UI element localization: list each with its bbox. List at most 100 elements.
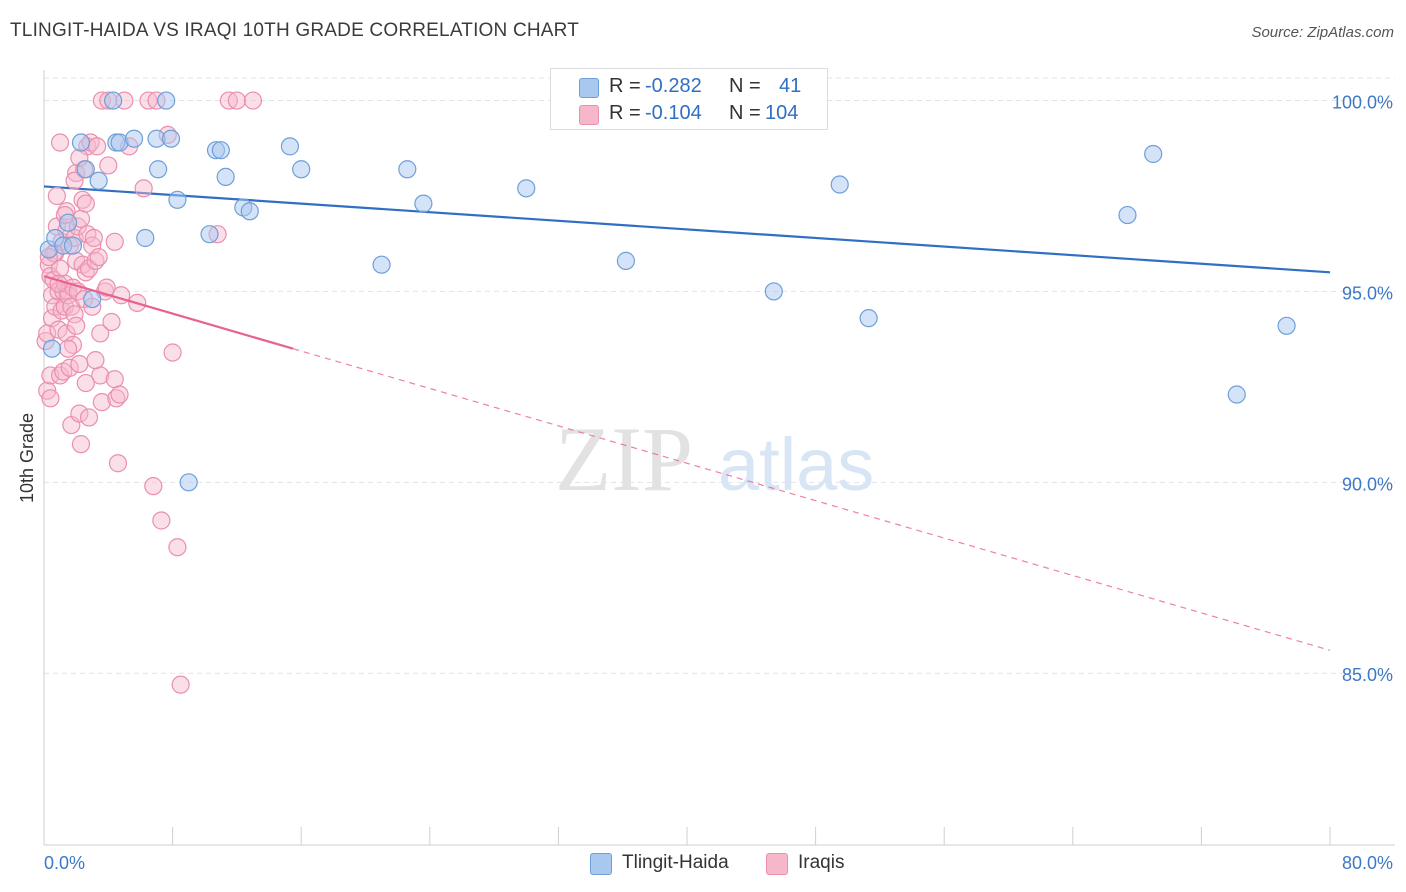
y-axis-title: 10th Grade (17, 413, 37, 503)
trend-line-iraqis (43, 275, 294, 350)
data-point-iraqis (134, 179, 153, 198)
data-point-iraqis (110, 385, 129, 404)
watermark-zip: ZIP (555, 408, 693, 510)
data-point-tlingit-haida (1118, 205, 1137, 225)
data-point-iraqis (243, 91, 263, 110)
source-label: Source: ZipAtlas.com (1251, 24, 1394, 41)
legend-swatch-pink (766, 853, 788, 875)
data-point-tlingit-haida (764, 282, 783, 301)
trend-lines-iraqis (43, 275, 1331, 651)
data-point-tlingit-haida (830, 175, 849, 194)
data-point-tlingit-haida (216, 167, 235, 186)
legend-row-iraqis: R = -0.104 N = 104 (551, 101, 827, 127)
data-point-iraqis (49, 282, 68, 301)
data-point-tlingit-haida (149, 160, 168, 179)
legend-swatch-blue (590, 853, 612, 875)
data-point-tlingit-haida (1227, 385, 1246, 404)
data-point-tlingit-haida (517, 179, 536, 198)
data-point-tlingit-haida (42, 339, 62, 358)
legend-label: Tlingit-Haida (622, 852, 729, 873)
data-point-iraqis (50, 133, 70, 152)
watermark-atlas: atlas (718, 423, 874, 506)
data-point-tlingit-haida (616, 251, 636, 270)
grid-lines (44, 77, 1395, 674)
data-point-iraqis (84, 228, 103, 248)
n-label: N = (729, 102, 761, 124)
data-point-iraqis (144, 477, 163, 496)
data-point-tlingit-haida (83, 289, 102, 309)
x-tick-label: 0.0% (44, 853, 85, 873)
data-point-tlingit-haida (211, 141, 230, 160)
data-point-tlingit-haida (240, 202, 259, 221)
data-point-tlingit-haida (104, 91, 123, 110)
data-point-iraqis (87, 137, 107, 156)
data-point-iraqis (89, 247, 108, 267)
data-point-iraqis (99, 156, 118, 175)
data-point-tlingit-haida (63, 236, 83, 255)
y-tick-label: 100.0% (1332, 93, 1393, 113)
data-point-iraqis (55, 297, 74, 316)
data-point-iraqis (83, 236, 102, 255)
data-point-iraqis (171, 675, 190, 694)
data-point-iraqis (70, 354, 89, 374)
data-point-iraqis (91, 324, 110, 343)
data-point-iraqis (65, 171, 84, 190)
data-point-iraqis (41, 389, 60, 408)
data-point-tlingit-haida (179, 473, 198, 492)
legend-label: Iraqis (798, 852, 845, 873)
data-point-iraqis (70, 404, 89, 423)
r-label: R = (609, 102, 641, 124)
data-point-iraqis (108, 454, 128, 473)
data-point-iraqis (76, 194, 95, 213)
data-point-iraqis (71, 435, 91, 454)
data-point-tlingit-haida (124, 129, 144, 148)
data-point-tlingit-haida (89, 171, 108, 190)
data-point-iraqis (47, 186, 66, 206)
legend-row-tlingit-haida: R = -0.282 N = 41 (551, 74, 827, 100)
data-point-iraqis (152, 511, 171, 530)
data-point-tlingit-haida (280, 137, 300, 156)
r-label: R = (609, 75, 641, 97)
data-point-iraqis (42, 309, 62, 328)
stats-legend: R = -0.282 N = 41 R = -0.104 N = 104 (550, 68, 828, 130)
data-point-iraqis (163, 343, 182, 362)
y-tick-label: 85.0% (1342, 665, 1393, 685)
y-tick-label: 90.0% (1342, 474, 1393, 494)
trend-line-tlingit-haida (43, 185, 1331, 274)
chart-title: TLINGIT-HAIDA VS IRAQI 10TH GRADE CORREL… (10, 20, 580, 41)
data-point-iraqis (67, 316, 86, 335)
r-value: -0.104 (645, 102, 702, 124)
data-point-tlingit-haida (71, 133, 91, 152)
n-value: 104 (765, 102, 799, 124)
y-tick-label: 95.0% (1342, 283, 1393, 303)
data-point-iraqis (105, 370, 124, 389)
data-point-tlingit-haida (161, 129, 181, 148)
data-point-tlingit-haida (414, 194, 433, 213)
r-value: -0.282 (645, 75, 702, 97)
data-point-tlingit-haida (292, 160, 311, 179)
data-point-tlingit-haida (1277, 316, 1296, 335)
axes (43, 70, 1395, 846)
n-value: 41 (779, 75, 802, 97)
n-label: N = (729, 75, 761, 97)
x-tick-label: 80.0% (1342, 853, 1393, 873)
data-point-iraqis (97, 278, 116, 297)
data-point-tlingit-haida (168, 190, 187, 209)
trend-lines-tlingit-haida (43, 185, 1331, 274)
data-point-tlingit-haida (200, 225, 219, 244)
data-point-tlingit-haida (76, 160, 95, 179)
data-point-iraqis (227, 91, 246, 110)
data-point-tlingit-haida (1144, 144, 1163, 164)
data-point-iraqis (92, 393, 111, 412)
legend-swatch-blue (579, 78, 599, 98)
points-tlingit-haida (39, 91, 1296, 492)
data-point-iraqis (79, 408, 99, 427)
legend-swatch-pink (579, 105, 599, 125)
data-point-iraqis (76, 373, 95, 393)
data-point-tlingit-haida (157, 91, 176, 110)
data-point-iraqis (59, 339, 78, 358)
data-point-iraqis (102, 312, 121, 332)
data-point-iraqis (105, 232, 124, 251)
data-point-tlingit-haida (136, 228, 155, 248)
